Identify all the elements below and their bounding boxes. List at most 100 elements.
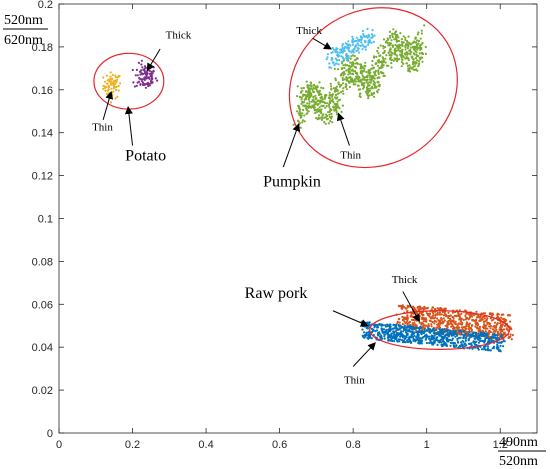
point <box>330 108 333 112</box>
point <box>143 76 146 79</box>
point <box>406 47 409 50</box>
point <box>476 346 480 350</box>
point <box>325 58 328 61</box>
point <box>320 112 323 115</box>
point <box>404 337 407 340</box>
point <box>416 43 419 47</box>
point <box>373 71 376 74</box>
point <box>342 82 345 85</box>
point <box>369 81 372 84</box>
point <box>375 55 378 59</box>
point <box>144 86 147 89</box>
point <box>341 77 344 80</box>
point <box>465 323 468 326</box>
point <box>310 87 313 90</box>
point <box>396 57 399 60</box>
point <box>327 111 330 114</box>
point <box>496 312 499 315</box>
point <box>297 104 300 107</box>
point <box>390 39 393 42</box>
point <box>368 81 371 84</box>
point <box>402 316 405 319</box>
point <box>479 340 482 343</box>
y-tick-label: 0.1 <box>38 214 53 226</box>
point <box>451 311 455 314</box>
point <box>417 55 420 58</box>
point <box>462 335 465 338</box>
point <box>483 332 486 335</box>
point <box>360 67 363 70</box>
point <box>353 47 356 50</box>
point <box>457 326 460 329</box>
point <box>451 337 454 340</box>
point <box>370 33 373 36</box>
point <box>499 327 502 330</box>
point <box>492 331 495 334</box>
point <box>370 93 373 97</box>
point <box>406 56 409 59</box>
point <box>292 123 295 126</box>
y-tick-label: 0.04 <box>32 342 53 354</box>
point <box>468 342 471 345</box>
point <box>392 327 395 330</box>
point <box>511 334 514 337</box>
point <box>382 330 386 333</box>
point <box>507 336 510 340</box>
point <box>408 49 411 52</box>
point <box>483 323 486 326</box>
point <box>416 39 419 42</box>
point <box>481 318 484 321</box>
point <box>356 42 359 45</box>
point <box>332 93 335 96</box>
point <box>146 71 149 74</box>
point <box>335 113 338 116</box>
point <box>416 306 419 309</box>
point <box>367 72 370 75</box>
point <box>454 335 457 338</box>
point <box>484 320 487 323</box>
point <box>428 337 431 340</box>
point <box>433 339 437 342</box>
point <box>418 327 421 330</box>
point <box>116 95 119 98</box>
point <box>469 335 472 338</box>
point <box>455 344 458 347</box>
point <box>435 326 438 329</box>
point <box>454 323 457 326</box>
point <box>332 87 335 90</box>
point <box>342 92 345 95</box>
point <box>358 51 361 54</box>
point <box>395 35 398 38</box>
point <box>371 75 374 79</box>
point <box>406 41 409 44</box>
point <box>354 45 357 48</box>
point <box>496 341 499 344</box>
point <box>446 320 449 323</box>
point <box>424 317 427 320</box>
point <box>299 126 302 129</box>
point <box>453 341 456 345</box>
series-raw-pork-thin <box>360 320 506 353</box>
point <box>350 51 353 54</box>
point <box>353 55 356 58</box>
point <box>420 322 423 325</box>
point <box>430 334 433 337</box>
point <box>440 338 443 341</box>
point <box>368 74 371 77</box>
point <box>384 57 387 60</box>
point <box>135 84 138 87</box>
point <box>395 33 398 37</box>
point <box>362 84 365 87</box>
point <box>408 329 411 332</box>
point <box>397 49 400 52</box>
point <box>366 331 369 334</box>
point <box>395 54 399 57</box>
point <box>338 59 341 62</box>
point <box>366 36 369 39</box>
point <box>489 349 492 352</box>
point <box>462 318 465 321</box>
point <box>392 331 396 334</box>
point <box>467 313 471 316</box>
point <box>494 326 498 329</box>
point <box>510 328 513 331</box>
